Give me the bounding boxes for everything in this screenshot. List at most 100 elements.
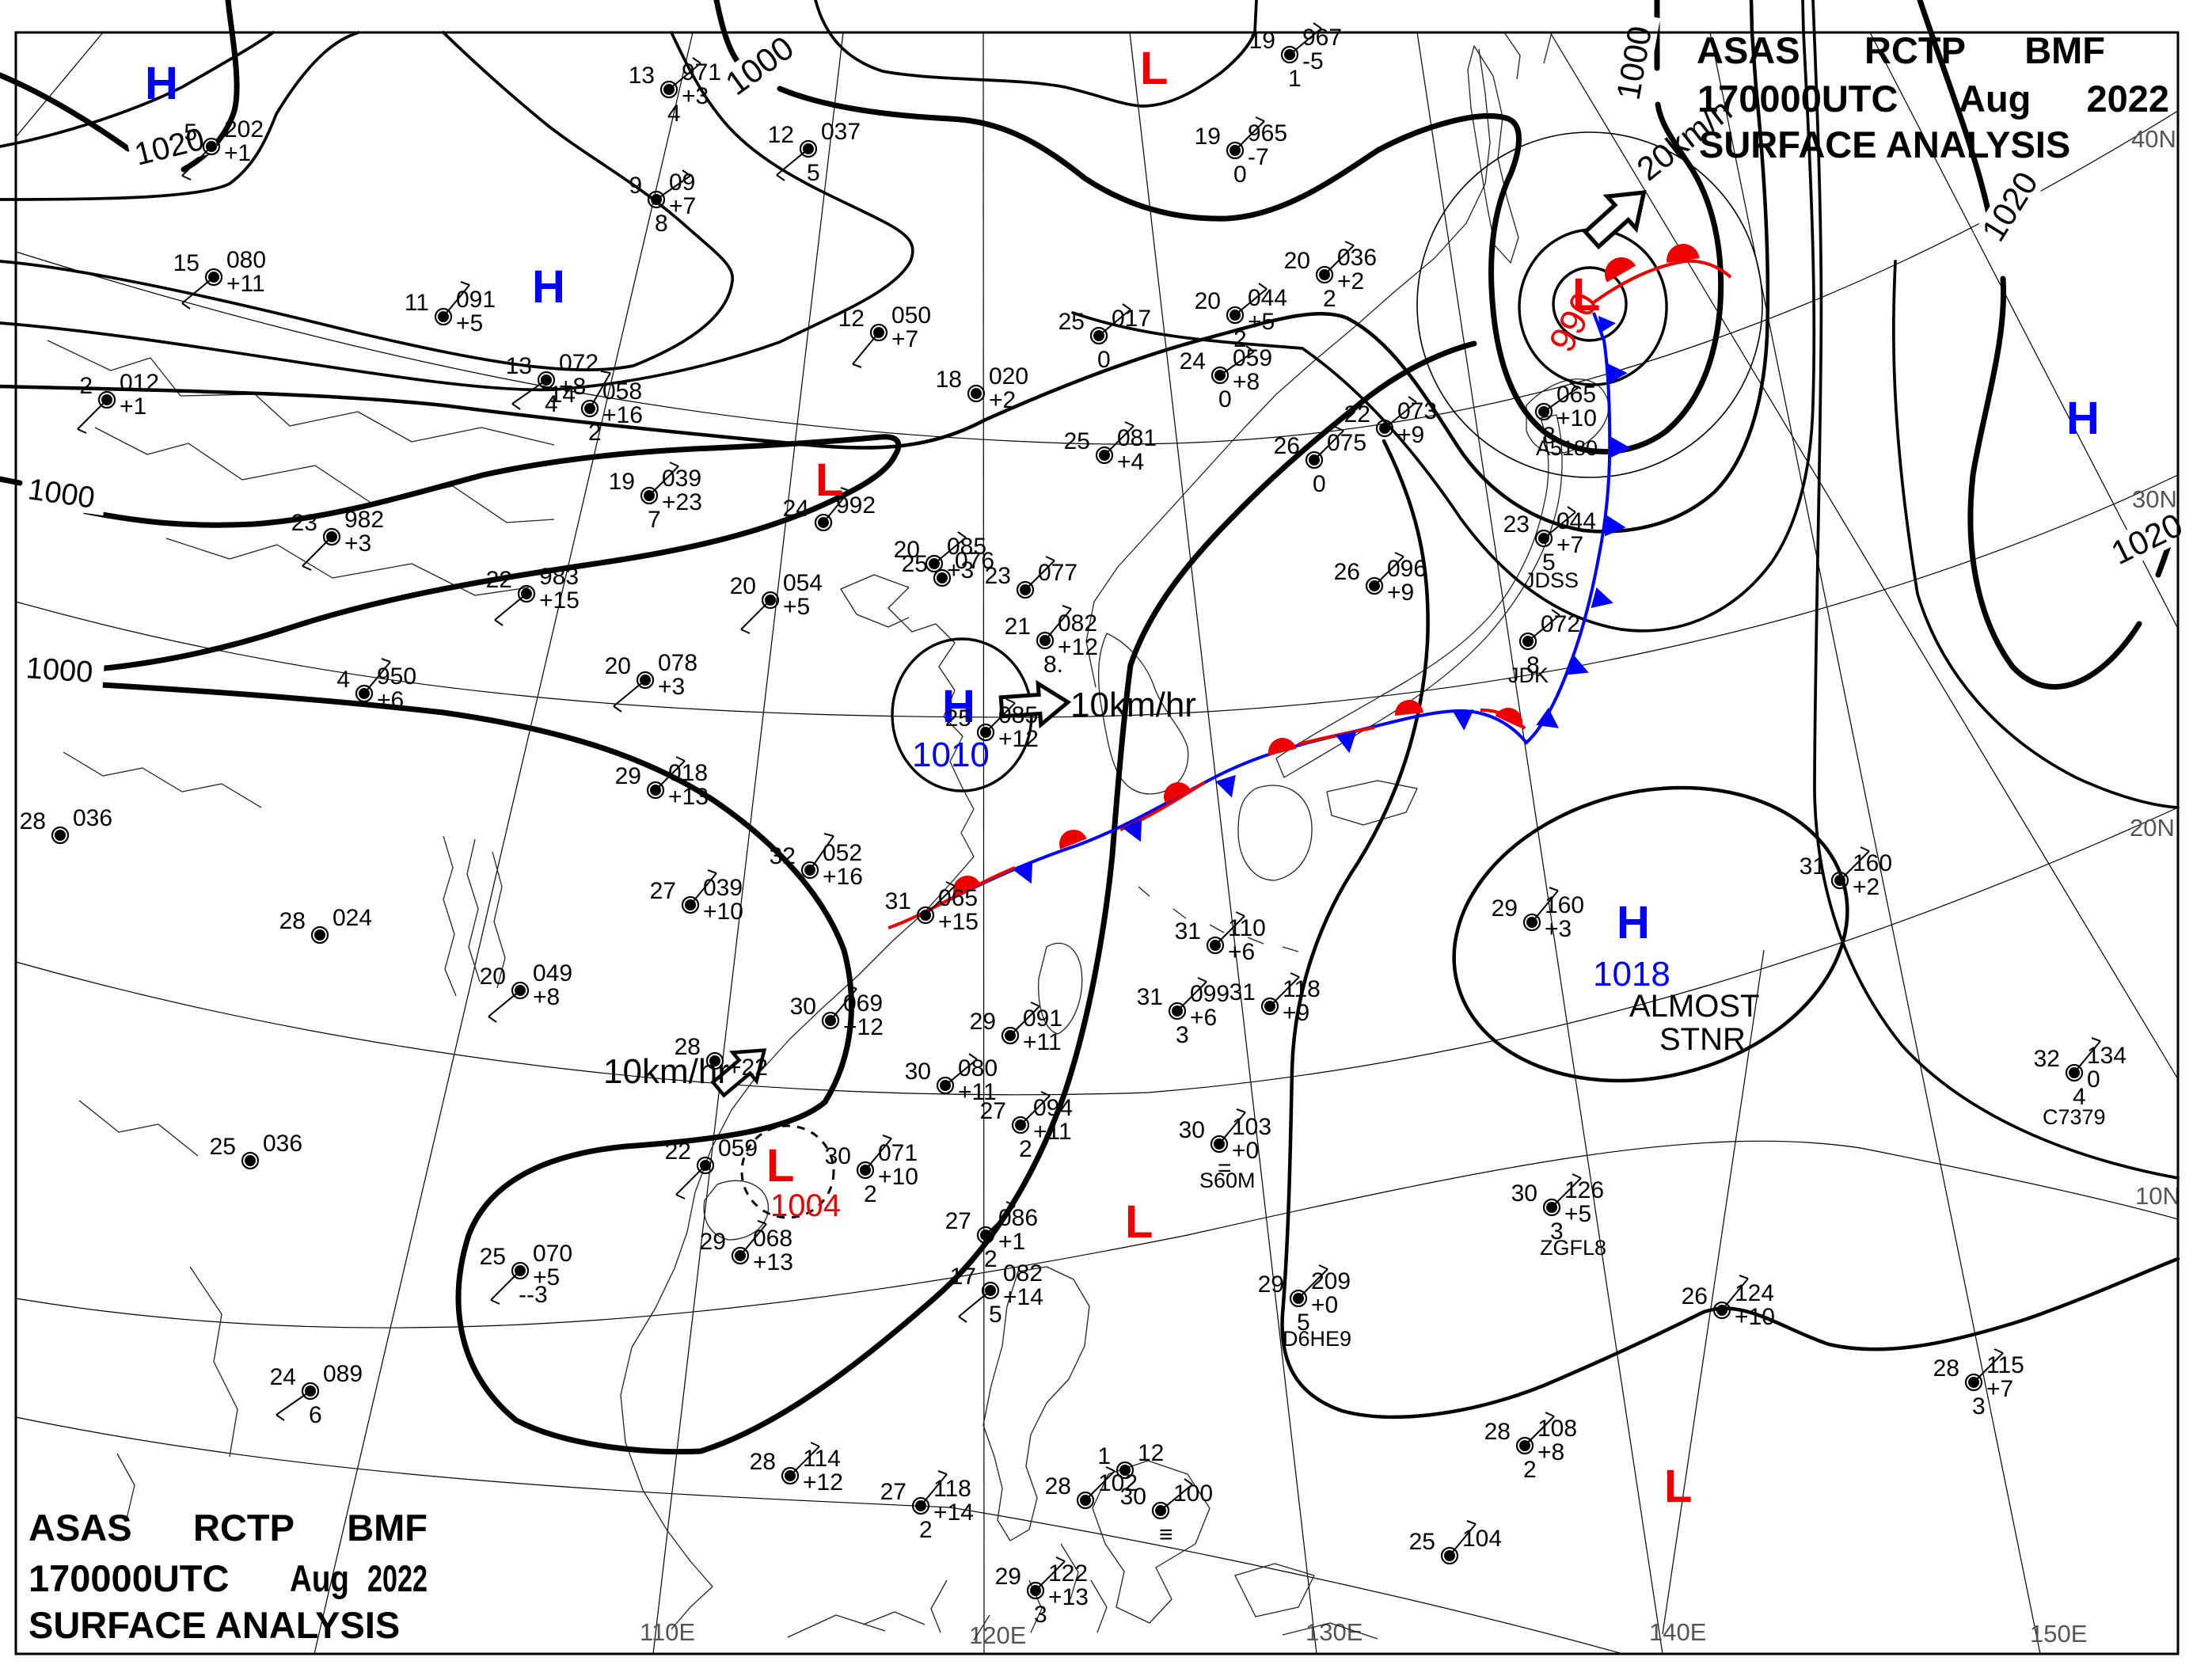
svg-text:ALMOST: ALMOST xyxy=(1629,989,1759,1024)
svg-text:078: 078 xyxy=(658,650,697,676)
svg-text:+5: +5 xyxy=(456,310,483,336)
svg-text:20: 20 xyxy=(480,964,506,990)
svg-text:170000UTC: 170000UTC xyxy=(29,1557,229,1599)
svg-text:059: 059 xyxy=(718,1135,758,1161)
svg-text:31: 31 xyxy=(1800,853,1826,880)
svg-text:26: 26 xyxy=(1334,559,1360,585)
svg-text:JDSS: JDSS xyxy=(1524,568,1579,592)
svg-text:5: 5 xyxy=(989,1302,1002,1328)
svg-text:H: H xyxy=(942,681,975,732)
svg-text:+15: +15 xyxy=(938,909,979,935)
svg-text:110: 110 xyxy=(1228,915,1266,941)
svg-text:28: 28 xyxy=(20,808,46,834)
svg-text:12: 12 xyxy=(768,122,794,148)
svg-text:12: 12 xyxy=(838,306,865,332)
svg-text:+5: +5 xyxy=(533,1264,560,1290)
svg-text:20: 20 xyxy=(730,573,756,599)
svg-text:+1: +1 xyxy=(120,393,146,420)
svg-text:ASAS: ASAS xyxy=(1697,29,1800,71)
svg-text:094: 094 xyxy=(1033,1095,1073,1121)
svg-text:992: 992 xyxy=(836,492,876,519)
svg-text:+3: +3 xyxy=(344,530,371,557)
svg-text:30: 30 xyxy=(905,1059,931,1085)
svg-text:118: 118 xyxy=(1283,976,1321,1002)
svg-text:103: 103 xyxy=(1232,1114,1271,1140)
svg-text:+10: +10 xyxy=(703,899,743,925)
svg-text:H: H xyxy=(1617,897,1650,948)
svg-text:25: 25 xyxy=(902,551,928,577)
svg-text:14: 14 xyxy=(549,382,576,408)
svg-text:100: 100 xyxy=(1173,1480,1213,1507)
svg-text:27: 27 xyxy=(980,1098,1006,1124)
svg-text:30: 30 xyxy=(1120,1484,1146,1510)
svg-text:134: 134 xyxy=(2087,1043,2126,1069)
svg-text:3: 3 xyxy=(1550,1218,1564,1245)
svg-text:32: 32 xyxy=(2034,1046,2060,1072)
svg-text:--3: --3 xyxy=(519,1282,548,1308)
svg-text:085: 085 xyxy=(998,702,1038,728)
svg-text:+14: +14 xyxy=(933,1499,974,1526)
svg-text:091: 091 xyxy=(456,287,496,313)
svg-text:081: 081 xyxy=(1117,425,1157,451)
svg-text:+11: +11 xyxy=(958,1079,997,1105)
svg-text:065: 065 xyxy=(938,885,978,911)
svg-text:SURFACE ANALYSIS: SURFACE ANALYSIS xyxy=(29,1604,400,1646)
svg-text:049: 049 xyxy=(533,960,572,986)
svg-text:=: = xyxy=(1218,1155,1232,1181)
svg-text:25: 25 xyxy=(1058,309,1085,335)
svg-text:126: 126 xyxy=(1564,1177,1604,1203)
svg-text:1018: 1018 xyxy=(1593,955,1670,994)
svg-text:071: 071 xyxy=(878,1140,918,1166)
svg-text:115: 115 xyxy=(1986,1352,2024,1378)
svg-text:+4: +4 xyxy=(1117,449,1144,475)
svg-text:+8: +8 xyxy=(559,374,586,400)
svg-text:+3: +3 xyxy=(1545,916,1572,942)
svg-text:058: 058 xyxy=(602,378,642,405)
svg-text:+11: +11 xyxy=(226,271,265,297)
svg-text:30N: 30N xyxy=(2132,485,2177,513)
svg-text:2: 2 xyxy=(1233,326,1247,352)
svg-text:044: 044 xyxy=(1556,508,1596,534)
svg-text:24: 24 xyxy=(783,496,809,522)
svg-text:965: 965 xyxy=(1248,120,1287,146)
svg-text:+7: +7 xyxy=(669,193,696,219)
svg-text:21: 21 xyxy=(1005,614,1031,640)
svg-text:+13: +13 xyxy=(753,1249,793,1275)
svg-text:+0: +0 xyxy=(1311,1292,1338,1318)
svg-text:28: 28 xyxy=(1045,1473,1071,1499)
svg-text:024: 024 xyxy=(333,905,372,931)
svg-text:+16: +16 xyxy=(823,864,863,890)
svg-text:+2: +2 xyxy=(1337,268,1364,295)
svg-text:13: 13 xyxy=(506,353,532,379)
svg-text:BMF: BMF xyxy=(2024,29,2105,71)
svg-text:080: 080 xyxy=(226,247,266,273)
svg-text:17: 17 xyxy=(950,1264,976,1290)
svg-text:31: 31 xyxy=(1137,984,1163,1010)
svg-text:020: 020 xyxy=(989,363,1028,390)
svg-text:A5180: A5180 xyxy=(1536,436,1598,460)
svg-text:JDK: JDK xyxy=(1508,663,1549,687)
svg-text:2: 2 xyxy=(79,373,93,399)
svg-text:082: 082 xyxy=(1003,1260,1043,1287)
svg-text:0: 0 xyxy=(1233,162,1247,188)
svg-text:2022: 2022 xyxy=(367,1557,428,1599)
svg-text:+11: +11 xyxy=(1033,1119,1072,1145)
svg-text:160: 160 xyxy=(1853,850,1892,876)
svg-text:069: 069 xyxy=(843,990,883,1017)
svg-text:2: 2 xyxy=(984,1246,998,1272)
svg-text:30: 30 xyxy=(1511,1180,1537,1207)
svg-text:114: 114 xyxy=(803,1446,841,1472)
svg-text:H: H xyxy=(2066,393,2100,444)
svg-text:950: 950 xyxy=(377,663,416,690)
svg-text:20: 20 xyxy=(605,653,631,679)
svg-text:080: 080 xyxy=(958,1055,998,1081)
svg-text:+6: +6 xyxy=(1190,1005,1217,1031)
svg-text:122: 122 xyxy=(1048,1560,1088,1587)
svg-text:28: 28 xyxy=(1484,1419,1511,1445)
svg-text:29: 29 xyxy=(1492,895,1518,922)
svg-text:7: 7 xyxy=(648,507,661,533)
svg-text:30: 30 xyxy=(825,1143,851,1169)
svg-text:STNR: STNR xyxy=(1659,1022,1746,1057)
svg-text:160: 160 xyxy=(1545,892,1584,918)
svg-text:+16: +16 xyxy=(602,402,643,428)
